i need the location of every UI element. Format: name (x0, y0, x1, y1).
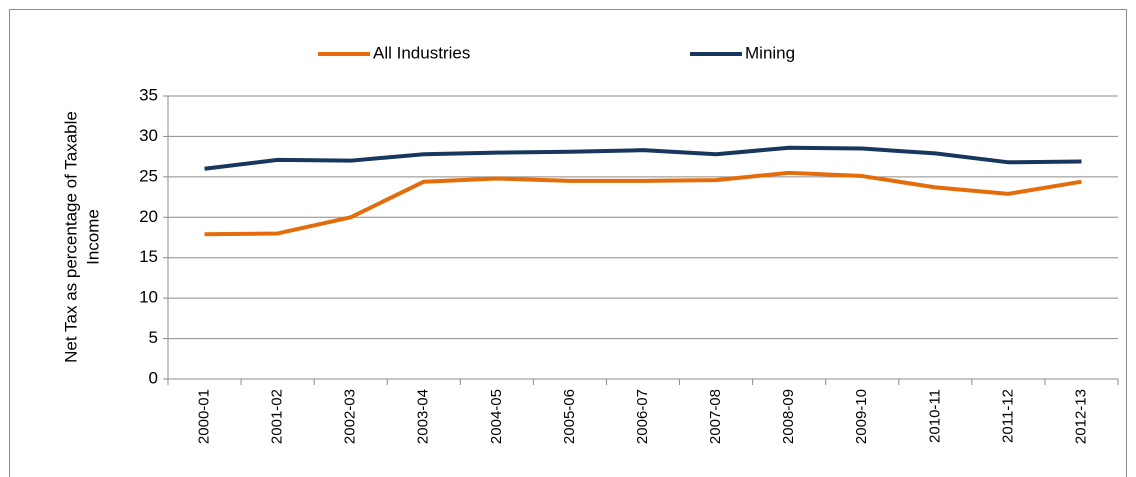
y-tick-label: 25 (139, 166, 158, 185)
x-tick-label: 2010-11 (926, 389, 943, 443)
y-tick-label: 20 (139, 207, 158, 226)
y-tick-label: 30 (139, 126, 158, 145)
y-tick-label: 15 (139, 247, 158, 266)
x-tick-label: 2000-01 (196, 389, 213, 444)
line-series (204, 170, 1082, 237)
x-tick-label: 2007-08 (707, 389, 724, 444)
x-tick-label: 2006-07 (634, 389, 651, 444)
legend-label: All Industries (373, 43, 470, 62)
x-tick-label: 2002-03 (342, 389, 359, 444)
x-tick-label: 2011-12 (999, 389, 1016, 443)
x-tick-label: 2005-06 (561, 389, 578, 444)
x-tick-label: 2004-05 (488, 389, 505, 444)
y-tick-label: 5 (149, 328, 158, 347)
x-tick-label: 2009-10 (853, 389, 870, 444)
y-axis-label: Net Tax as percentage of Taxable (61, 111, 80, 363)
y-tick-label: 10 (139, 288, 158, 307)
legend-label: Mining (745, 43, 795, 62)
x-tick-label: 2003-04 (415, 389, 432, 444)
y-tick-label: 0 (149, 368, 158, 387)
x-tick-label: 2008-09 (780, 389, 797, 444)
y-tick-label: 35 (139, 85, 158, 104)
x-tick-label: 2001-02 (269, 389, 286, 444)
x-tick-label: 2012-13 (1072, 389, 1089, 444)
y-axis-label: Income (83, 209, 102, 265)
line-series (204, 145, 1082, 171)
chart-frame (9, 9, 1127, 477)
